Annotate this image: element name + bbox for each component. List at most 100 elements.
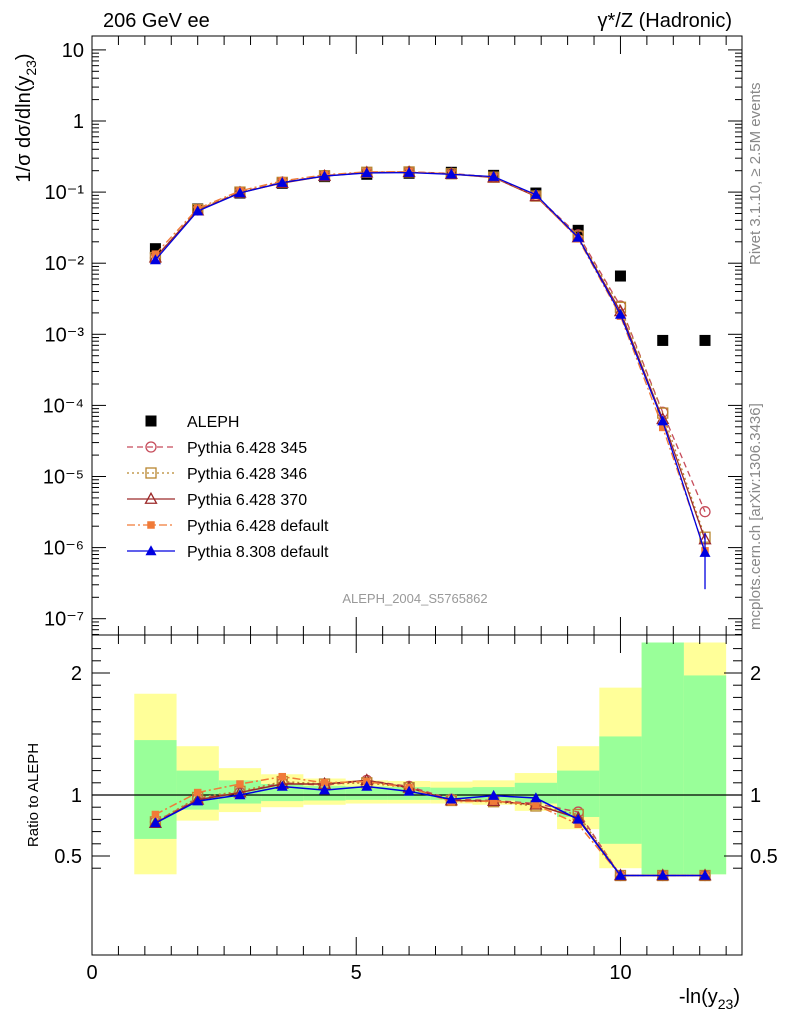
ratio-point [276, 780, 288, 791]
ratio-xtick-label: 0 [86, 962, 97, 984]
data-point [403, 166, 415, 177]
ratio-x-ticks: 0 5 10 [86, 635, 727, 984]
ratio-point [614, 869, 626, 880]
legend-marker [144, 491, 158, 504]
header-left: 206 GeV ee [103, 10, 210, 32]
legend-marker [145, 415, 157, 427]
ratio-point [361, 780, 373, 791]
legend-label: Pythia 6.428 default [187, 518, 329, 535]
ratio-point [489, 797, 498, 805]
legend-label: Pythia 6.428 345 [187, 440, 307, 457]
main-ylabel: 1/σ dσ/dln(y23) [13, 53, 39, 182]
ratio-series [148, 772, 712, 882]
data-point [614, 270, 626, 282]
legend-entry-pythia-8-308-default: Pythia 8.308 default [127, 544, 329, 561]
analysis-id: ALEPH_2004_S5765862 [342, 591, 487, 606]
main-panel: 10⁻⁷ 10⁻⁶ 10⁻⁵ 10⁻⁴ 10⁻³ 10⁻² 10⁻¹ 1 10 ALEPH Pyth… [43, 35, 743, 636]
legend-entry-pythia-6-428-370: Pythia 6.428 370 [127, 491, 307, 509]
ratio-point [193, 788, 202, 797]
data-point [319, 170, 331, 181]
ratio-point [699, 869, 711, 880]
ratio-point [320, 779, 329, 787]
ratio-point [488, 789, 500, 800]
series-line-pythia-6-428-345 [154, 171, 706, 512]
ratio-point [574, 820, 582, 829]
main-ytick-label: 10⁻¹ [45, 182, 85, 204]
main-ytick-label: 10⁻³ [45, 324, 85, 346]
ratio-bands [134, 642, 727, 875]
ratio-ytick-label-right: 2 [750, 663, 761, 685]
legend-marker [145, 545, 157, 556]
legend-label: Pythia 6.428 346 [187, 466, 307, 483]
data-point [149, 243, 161, 255]
data-point [658, 423, 667, 432]
data-point [699, 546, 711, 557]
ratio-point [234, 789, 246, 800]
series-line-pythia-6-428-370 [154, 171, 706, 540]
ratio-line-pythia-6-428-345 [155, 779, 706, 877]
ratio-y-ticks: 0.5 0.5 1 1 2 2 [54, 648, 778, 869]
legend-label: ALEPH [187, 414, 239, 431]
xlabel-close: ) [733, 986, 740, 1008]
xlabel-part: -ln(y [679, 986, 718, 1008]
ratio-panel: 0.5 0.5 1 1 2 2 0 5 10 [54, 634, 778, 984]
legend-entry-pythia-6-428-346: Pythia 6.428 346 [127, 466, 307, 483]
data-point [192, 205, 204, 216]
main-x-ticks [91, 36, 727, 635]
band-inner [683, 675, 727, 875]
main-ytick-label: 10⁻⁶ [43, 538, 84, 560]
rivet-label: Rivet 3.1.10, ≥ 2.5M events [747, 83, 764, 266]
band-inner [641, 642, 684, 875]
ratio-ytick-label: 0.5 [54, 846, 82, 868]
main-ytick-label: 1 [73, 111, 84, 133]
main-y-ticks: 10⁻⁷ 10⁻⁶ 10⁻⁵ 10⁻⁴ 10⁻³ 10⁻² 10⁻¹ 1 10 [43, 40, 742, 635]
legend-marker [145, 441, 157, 453]
ratio-point [572, 813, 584, 824]
header-right: γ*/Z (Hadronic) [598, 10, 732, 32]
legend-entry-aleph: ALEPH [145, 414, 239, 431]
ratio-xtick-label: 10 [609, 962, 631, 984]
ratio-point [278, 772, 286, 781]
series-pythia-8-308-default [149, 166, 711, 590]
ratio-ytick-label: 1 [71, 785, 82, 807]
legend-label: Pythia 8.308 default [187, 544, 329, 561]
data-point [149, 254, 161, 265]
ratio-point [532, 801, 540, 809]
ratio-point [319, 784, 331, 795]
data-point [699, 334, 711, 346]
ylabel-close: ) [13, 53, 35, 60]
main-series [148, 165, 712, 590]
ratio-ytick-label: 2 [71, 663, 82, 685]
legend-label: Pythia 6.428 370 [187, 492, 307, 509]
ratio-line-pythia-8-308-default [155, 785, 706, 877]
legend-marker [145, 467, 157, 479]
legend-entry-pythia-6-428-default: Pythia 6.428 default [127, 518, 329, 535]
ratio-point [149, 817, 161, 828]
series-line-pythia-8-308-default [154, 171, 706, 553]
series-pythia-6-428-370 [148, 165, 712, 545]
xlabel-subscript: 23 [718, 996, 734, 1012]
ratio-ytick-label-right: 0.5 [750, 846, 778, 868]
data-point [361, 167, 373, 178]
data-point [276, 176, 288, 187]
main-ytick-label: 10⁻⁴ [43, 395, 84, 417]
series-pythia-6-428-345 [149, 166, 711, 518]
ratio-ylabel: Ratio to ALEPH [25, 743, 42, 847]
ratio-point [657, 869, 669, 880]
data-point [572, 231, 584, 242]
legend-entry-pythia-6-428-345: Pythia 6.428 345 [127, 440, 307, 457]
ratio-xtick-label: 5 [351, 962, 362, 984]
data-point [234, 187, 246, 198]
main-ytick-label: 10⁻² [45, 253, 85, 275]
data-point [657, 334, 669, 346]
series-line-pythia-6-428-default [154, 170, 706, 552]
data-point [530, 188, 542, 199]
ratio-series-pythia-8-308-default [149, 780, 711, 880]
band-inner [599, 736, 642, 844]
ylabel-part: 1/σ dσ/dln(y [13, 76, 35, 183]
main-ytick-label: 10⁻⁵ [43, 467, 84, 489]
legend-marker [147, 521, 155, 529]
legend: ALEPH Pythia 6.428 345 Pythia 6.428 346 Pyt… [127, 414, 329, 561]
main-ytick-label: 10⁻⁷ [44, 609, 84, 631]
